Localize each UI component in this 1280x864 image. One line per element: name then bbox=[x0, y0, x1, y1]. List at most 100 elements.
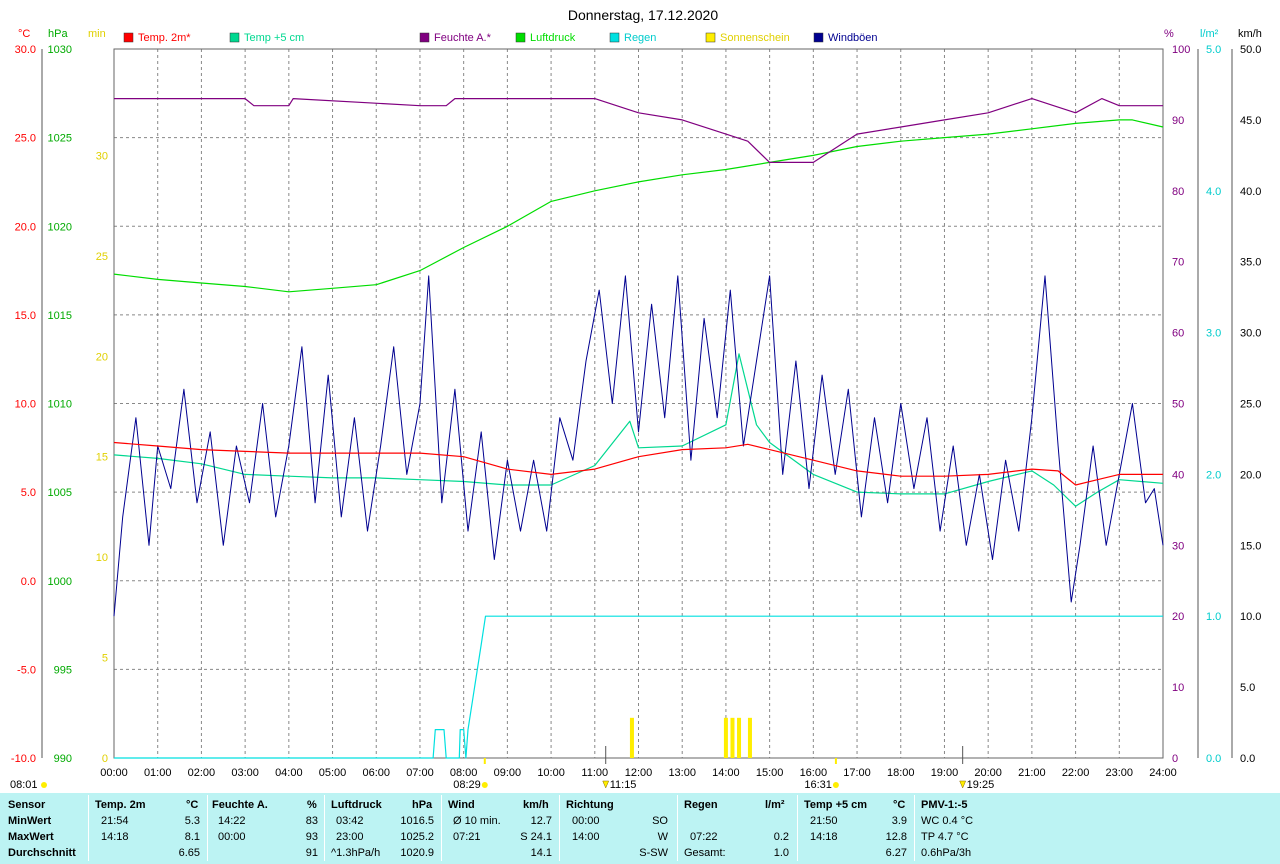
sun-tick-label: 15 bbox=[96, 452, 108, 464]
wind-axis-unit: km/h bbox=[1238, 28, 1262, 40]
humidity-tick-label: 30 bbox=[1172, 540, 1184, 552]
time-tick-label: 10:00 bbox=[537, 767, 565, 779]
wind-tick-label: 50.0 bbox=[1240, 44, 1261, 56]
sunshine-bar bbox=[737, 717, 742, 758]
sunshine-bar bbox=[747, 717, 752, 758]
sun-axis-unit: min bbox=[88, 28, 106, 40]
stats-rain-total: 1.0 bbox=[773, 847, 789, 859]
stats-divider bbox=[677, 795, 678, 861]
stats-humidity-unit: % bbox=[307, 799, 317, 811]
sun-event-noon-icon bbox=[602, 780, 610, 789]
humidity-tick-label: 20 bbox=[1172, 611, 1184, 623]
time-tick-label: 07:00 bbox=[406, 767, 434, 779]
legend-label: Temp +5 cm bbox=[244, 32, 304, 44]
sun-event-dawn: 08:01 bbox=[10, 779, 38, 791]
legend-swatch bbox=[609, 32, 620, 43]
sun-event-sunset: 16:31 bbox=[804, 779, 832, 791]
stats-direction-avg: S-SW bbox=[639, 847, 668, 859]
stats-divider bbox=[559, 795, 560, 861]
time-tick-label: 24:00 bbox=[1149, 767, 1177, 779]
time-tick-label: 21:00 bbox=[1018, 767, 1046, 779]
axis-ticks: 30.025.020.015.010.05.00.0-5.0-10.010301… bbox=[11, 44, 1262, 779]
time-tick-label: 22:00 bbox=[1062, 767, 1090, 779]
rain-tick-label: 2.0 bbox=[1206, 469, 1221, 481]
stats-pressure-max-time: 23:00 bbox=[336, 831, 364, 843]
stats-pressure-trend: ^1.3hPa/h bbox=[331, 847, 381, 859]
stats-direction-max-time: 14:00 bbox=[572, 831, 600, 843]
stats-rain-max: 0.2 bbox=[773, 831, 789, 843]
wind-tick-label: 5.0 bbox=[1240, 682, 1255, 694]
time-tick-label: 02:00 bbox=[188, 767, 216, 779]
temp-tick-label: 15.0 bbox=[15, 310, 36, 322]
stats-wind-title: Wind bbox=[448, 799, 475, 811]
stats-wind-max-time: 07:21 bbox=[453, 831, 481, 843]
legend-label: Temp. 2m* bbox=[138, 32, 191, 44]
sun-tick-label: 30 bbox=[96, 150, 108, 162]
stats-divider bbox=[441, 795, 442, 861]
series-line-feuchte-a bbox=[114, 98, 1163, 163]
rain-tick-label: 0.0 bbox=[1206, 753, 1221, 765]
legend-swatch bbox=[813, 32, 824, 43]
stats-divider bbox=[207, 795, 208, 861]
rain-axis-unit: l/m² bbox=[1200, 28, 1219, 40]
time-tick-label: 11:00 bbox=[581, 767, 608, 779]
stats-wind-min: 12.7 bbox=[530, 815, 552, 827]
temp-tick-label: 0.0 bbox=[21, 576, 36, 588]
temp-tick-label: 30.0 bbox=[15, 44, 36, 56]
legend-label: Sonnenschein bbox=[720, 32, 790, 44]
stats-divider bbox=[324, 795, 325, 861]
stats-pressure-unit: hPa bbox=[412, 799, 433, 811]
stats-pressure-min-time: 03:42 bbox=[336, 815, 364, 827]
pressure-tick-label: 1015 bbox=[48, 310, 72, 322]
wind-tick-label: 20.0 bbox=[1240, 469, 1261, 481]
time-tick-label: 01:00 bbox=[144, 767, 172, 779]
stats-label-sensor: Sensor bbox=[8, 799, 46, 811]
stats-temp5cm-title: Temp +5 cm bbox=[804, 799, 868, 811]
time-tick-label: 09:00 bbox=[494, 767, 522, 779]
stats-pressure-min: 1016.5 bbox=[400, 815, 434, 827]
weather-chart: Donnerstag, 17.12.2020 °C hPa min % l/m²… bbox=[10, 7, 1262, 791]
time-tick-label: 00:00 bbox=[100, 767, 128, 779]
stats-pressure-title: Luftdruck bbox=[331, 799, 382, 811]
stats-humidity-min: 83 bbox=[305, 815, 318, 827]
sun-tick-label: 20 bbox=[96, 351, 108, 363]
temp-tick-label: 5.0 bbox=[21, 487, 36, 499]
temp-tick-label: -10.0 bbox=[11, 753, 36, 765]
stats-humidity-avg: 91 bbox=[305, 847, 318, 859]
stats-temp2m-avg: 6.65 bbox=[178, 847, 200, 859]
stats-temp2m-min: 5.3 bbox=[184, 815, 200, 827]
time-tick-label: 05:00 bbox=[319, 767, 347, 779]
sun-event-sunrise-icon bbox=[481, 782, 488, 788]
plot-area bbox=[113, 98, 1164, 759]
sun-tick-label: 25 bbox=[96, 251, 108, 263]
pressure-tick-label: 1025 bbox=[48, 133, 72, 145]
stats-temp5cm-min-time: 21:50 bbox=[810, 815, 838, 827]
time-tick-label: 15:00 bbox=[756, 767, 784, 779]
humidity-tick-label: 50 bbox=[1172, 399, 1184, 411]
stats-humidity-max-time: 00:00 bbox=[218, 831, 246, 843]
wind-tick-label: 35.0 bbox=[1240, 257, 1261, 269]
pressure-tick-label: 1020 bbox=[48, 221, 72, 233]
time-tick-label: 18:00 bbox=[887, 767, 915, 779]
stats-humidity-max: 93 bbox=[305, 831, 318, 843]
wind-tick-label: 30.0 bbox=[1240, 328, 1261, 340]
time-tick-label: 19:00 bbox=[931, 767, 959, 779]
stats-humidity-title: Feuchte A. bbox=[212, 799, 268, 811]
temp-tick-label: 25.0 bbox=[15, 133, 36, 145]
legend: Temp. 2m* Temp +5 cm Feuchte A.* Luftdruck R… bbox=[123, 32, 878, 44]
wind-tick-label: 10.0 bbox=[1240, 611, 1261, 623]
humidity-tick-label: 80 bbox=[1172, 186, 1184, 198]
sun-tick-label: 0 bbox=[102, 753, 108, 765]
stats-temp2m-max: 8.1 bbox=[184, 831, 200, 843]
stats-temp5cm-max-time: 14:18 bbox=[810, 831, 838, 843]
legend-swatch bbox=[123, 32, 134, 43]
series-line-luftdruck bbox=[113, 119, 1164, 293]
legend-swatch bbox=[229, 32, 240, 43]
pressure-tick-label: 1030 bbox=[48, 44, 72, 56]
time-tick-label: 17:00 bbox=[843, 767, 871, 779]
stats-label-max: MaxWert bbox=[8, 831, 54, 843]
stats-direction-title: Richtung bbox=[566, 799, 614, 811]
stats-direction-max: W bbox=[657, 831, 668, 843]
stats-wind-min-label: Ø 10 min. bbox=[453, 815, 501, 827]
time-tick-label: 04:00 bbox=[275, 767, 303, 779]
